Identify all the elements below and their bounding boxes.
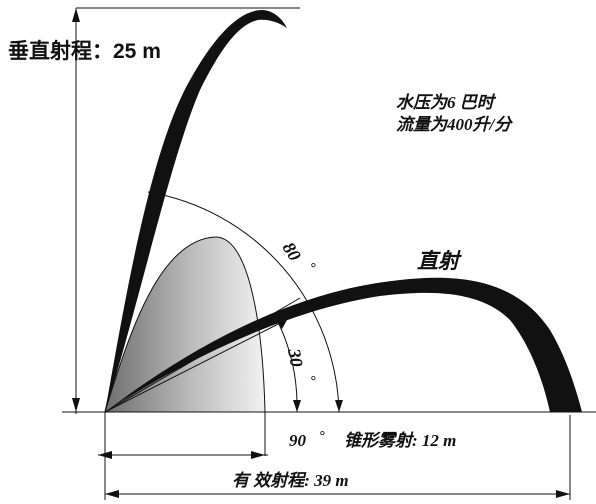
cone-spray-shape bbox=[104, 236, 266, 413]
angle-90-label: 90 bbox=[289, 431, 307, 450]
angle-30-degree: ° bbox=[310, 374, 316, 389]
steep-jet-trajectory bbox=[105, 10, 287, 412]
cone-spray-label: 锥形雾射: 12 m bbox=[344, 431, 456, 450]
vertical-range-label: 垂直射程：25 m bbox=[8, 39, 161, 63]
angle-90-degree: ° bbox=[319, 429, 325, 444]
angle-30-label: 30 bbox=[284, 346, 307, 368]
effective-range-dimension bbox=[104, 412, 571, 500]
pressure-label: 水压为6 巴时 bbox=[396, 93, 497, 112]
angle-arcs bbox=[147, 188, 343, 413]
angle-80-degree: ° bbox=[310, 261, 316, 276]
vertical-height-axis bbox=[72, 7, 300, 414]
effective-range-label: 有 效射程: 39 m bbox=[232, 471, 349, 490]
cone-spray-dimension bbox=[98, 412, 268, 459]
flow-label: 流量为400升/分 bbox=[396, 115, 513, 134]
angle-guide-lines bbox=[104, 184, 301, 413]
angle-80-label: 80 bbox=[279, 239, 305, 265]
straight-jet-label: 直射 bbox=[417, 249, 462, 273]
